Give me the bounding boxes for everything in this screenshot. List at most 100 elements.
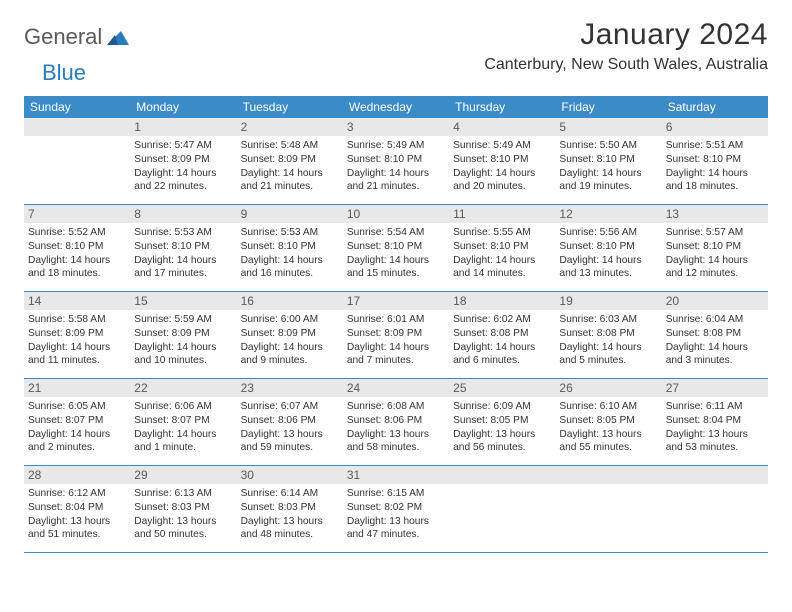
- calendar-day: 16Sunrise: 6:00 AMSunset: 8:09 PMDayligh…: [237, 292, 343, 378]
- calendar-week-row: 7 Sunrise: 5:52 AMSunset: 8:10 PMDaylight…: [24, 205, 768, 292]
- day-info: Sunrise: 5:48 AMSunset: 8:09 PMDaylight:…: [241, 139, 339, 194]
- calendar-day: 15Sunrise: 5:59 AMSunset: 8:09 PMDayligh…: [130, 292, 236, 378]
- day-number: 8: [130, 205, 236, 223]
- calendar-day: 25 Sunrise: 6:09 AMSunset: 8:05 PMDayligh…: [449, 379, 555, 465]
- calendar-day: 2Sunrise: 5:48 AMSunset: 8:09 PMDaylight…: [237, 118, 343, 204]
- calendar-day-empty: [24, 118, 130, 204]
- day-info: Sunrise: 5:47 AMSunset: 8:09 PMDaylight:…: [134, 139, 232, 194]
- weekday-header: Sunday: [24, 96, 130, 118]
- day-number: 3: [343, 118, 449, 136]
- month-title: January 2024: [484, 18, 768, 52]
- calendar-day: 5 Sunrise: 5:50 AMSunset: 8:10 PMDaylight…: [555, 118, 661, 204]
- calendar-week-row: 14 Sunrise: 5:58 AMSunset: 8:09 PMDayligh…: [24, 292, 768, 379]
- day-number: 12: [555, 205, 661, 223]
- calendar-day: 23 Sunrise: 6:07 AMSunset: 8:06 PMDayligh…: [237, 379, 343, 465]
- day-info: Sunrise: 6:05 AMSunset: 8:07 PMDaylight:…: [28, 400, 126, 455]
- calendar-day: 9Sunrise: 5:53 AMSunset: 8:10 PMDaylight…: [237, 205, 343, 291]
- day-info: Sunrise: 6:06 AMSunset: 8:07 PMDaylight:…: [134, 400, 232, 455]
- day-info: Sunrise: 6:14 AMSunset: 8:03 PMDaylight:…: [241, 487, 339, 542]
- day-number: 10: [343, 205, 449, 223]
- day-number: 18: [449, 292, 555, 310]
- weekday-header-row: SundayMondayTuesdayWednesdayThursdayFrid…: [24, 96, 768, 118]
- day-number: 19: [555, 292, 661, 310]
- weekday-header: Monday: [130, 96, 236, 118]
- day-number: 5: [555, 118, 661, 136]
- location-text: Canterbury, New South Wales, Australia: [484, 56, 768, 74]
- day-number: 26: [555, 379, 661, 397]
- calendar-day-empty: [555, 466, 661, 552]
- logo-text-blue: Blue: [42, 60, 86, 86]
- day-number: 1: [130, 118, 236, 136]
- calendar-day: 7 Sunrise: 5:52 AMSunset: 8:10 PMDaylight…: [24, 205, 130, 291]
- day-info: Sunrise: 5:53 AMSunset: 8:10 PMDaylight:…: [241, 226, 339, 281]
- day-info: Sunrise: 5:55 AMSunset: 8:10 PMDaylight:…: [453, 226, 551, 281]
- day-info: Sunrise: 5:52 AMSunset: 8:10 PMDaylight:…: [28, 226, 126, 281]
- day-number: 6: [662, 118, 768, 136]
- day-info: Sunrise: 5:59 AMSunset: 8:09 PMDaylight:…: [134, 313, 232, 368]
- calendar-day: 4Sunrise: 5:49 AMSunset: 8:10 PMDaylight…: [449, 118, 555, 204]
- logo-text-general: General: [24, 24, 102, 50]
- calendar-day: 21 Sunrise: 6:05 AMSunset: 8:07 PMDayligh…: [24, 379, 130, 465]
- day-number: 20: [662, 292, 768, 310]
- calendar-day: 29 Sunrise: 6:13 AMSunset: 8:03 PMDayligh…: [130, 466, 236, 552]
- day-number: 23: [237, 379, 343, 397]
- day-number: 27: [662, 379, 768, 397]
- day-number: 21: [24, 379, 130, 397]
- calendar-day: 28 Sunrise: 6:12 AMSunset: 8:04 PMDayligh…: [24, 466, 130, 552]
- day-number: 7: [24, 205, 130, 223]
- day-info: Sunrise: 6:12 AMSunset: 8:04 PMDaylight:…: [28, 487, 126, 542]
- calendar-day: 31 Sunrise: 6:15 AMSunset: 8:02 PMDayligh…: [343, 466, 449, 552]
- day-number: 29: [130, 466, 236, 484]
- day-info: Sunrise: 5:49 AMSunset: 8:10 PMDaylight:…: [453, 139, 551, 194]
- day-info: Sunrise: 5:51 AMSunset: 8:10 PMDaylight:…: [666, 139, 764, 194]
- day-info: Sunrise: 6:13 AMSunset: 8:03 PMDaylight:…: [134, 487, 232, 542]
- calendar: SundayMondayTuesdayWednesdayThursdayFrid…: [24, 96, 768, 553]
- logo: General: [24, 18, 131, 50]
- day-number: 30: [237, 466, 343, 484]
- calendar-week-row: 28 Sunrise: 6:12 AMSunset: 8:04 PMDayligh…: [24, 466, 768, 553]
- day-info: Sunrise: 6:00 AMSunset: 8:09 PMDaylight:…: [241, 313, 339, 368]
- day-info: Sunrise: 5:53 AMSunset: 8:10 PMDaylight:…: [134, 226, 232, 281]
- day-number: 13: [662, 205, 768, 223]
- calendar-day: 13 Sunrise: 5:57 AMSunset: 8:10 PMDayligh…: [662, 205, 768, 291]
- day-number: 25: [449, 379, 555, 397]
- day-info: Sunrise: 5:54 AMSunset: 8:10 PMDaylight:…: [347, 226, 445, 281]
- calendar-week-row: 21 Sunrise: 6:05 AMSunset: 8:07 PMDayligh…: [24, 379, 768, 466]
- day-info: Sunrise: 5:49 AMSunset: 8:10 PMDaylight:…: [347, 139, 445, 194]
- calendar-day: 20 Sunrise: 6:04 AMSunset: 8:08 PMDayligh…: [662, 292, 768, 378]
- day-number: 24: [343, 379, 449, 397]
- day-info: Sunrise: 6:04 AMSunset: 8:08 PMDaylight:…: [666, 313, 764, 368]
- day-info: Sunrise: 5:58 AMSunset: 8:09 PMDaylight:…: [28, 313, 126, 368]
- calendar-day: 22 Sunrise: 6:06 AMSunset: 8:07 PMDayligh…: [130, 379, 236, 465]
- day-info: Sunrise: 6:07 AMSunset: 8:06 PMDaylight:…: [241, 400, 339, 455]
- weekday-header: Saturday: [662, 96, 768, 118]
- calendar-day: 6 Sunrise: 5:51 AMSunset: 8:10 PMDaylight…: [662, 118, 768, 204]
- day-number: 31: [343, 466, 449, 484]
- calendar-day: 27 Sunrise: 6:11 AMSunset: 8:04 PMDayligh…: [662, 379, 768, 465]
- day-number: 28: [24, 466, 130, 484]
- day-info: Sunrise: 6:03 AMSunset: 8:08 PMDaylight:…: [559, 313, 657, 368]
- day-info: Sunrise: 6:01 AMSunset: 8:09 PMDaylight:…: [347, 313, 445, 368]
- day-info: Sunrise: 6:02 AMSunset: 8:08 PMDaylight:…: [453, 313, 551, 368]
- calendar-day: 24Sunrise: 6:08 AMSunset: 8:06 PMDayligh…: [343, 379, 449, 465]
- calendar-day: 11Sunrise: 5:55 AMSunset: 8:10 PMDayligh…: [449, 205, 555, 291]
- day-info: Sunrise: 6:15 AMSunset: 8:02 PMDaylight:…: [347, 487, 445, 542]
- title-block: January 2024 Canterbury, New South Wales…: [484, 18, 768, 74]
- day-number: 14: [24, 292, 130, 310]
- calendar-day: 17Sunrise: 6:01 AMSunset: 8:09 PMDayligh…: [343, 292, 449, 378]
- calendar-day: 19 Sunrise: 6:03 AMSunset: 8:08 PMDayligh…: [555, 292, 661, 378]
- logo-triangle-icon: [107, 31, 129, 45]
- day-info: Sunrise: 5:57 AMSunset: 8:10 PMDaylight:…: [666, 226, 764, 281]
- day-info: Sunrise: 5:50 AMSunset: 8:10 PMDaylight:…: [559, 139, 657, 194]
- day-number: 22: [130, 379, 236, 397]
- calendar-day: 1 Sunrise: 5:47 AMSunset: 8:09 PMDaylight…: [130, 118, 236, 204]
- calendar-day: 3 Sunrise: 5:49 AMSunset: 8:10 PMDaylight…: [343, 118, 449, 204]
- weekday-header: Thursday: [449, 96, 555, 118]
- day-info: Sunrise: 6:10 AMSunset: 8:05 PMDaylight:…: [559, 400, 657, 455]
- calendar-day: 18 Sunrise: 6:02 AMSunset: 8:08 PMDayligh…: [449, 292, 555, 378]
- calendar-week-row: 1 Sunrise: 5:47 AMSunset: 8:09 PMDaylight…: [24, 118, 768, 205]
- calendar-day: 10 Sunrise: 5:54 AMSunset: 8:10 PMDayligh…: [343, 205, 449, 291]
- day-info: Sunrise: 6:11 AMSunset: 8:04 PMDaylight:…: [666, 400, 764, 455]
- day-info: Sunrise: 6:09 AMSunset: 8:05 PMDaylight:…: [453, 400, 551, 455]
- day-info: Sunrise: 5:56 AMSunset: 8:10 PMDaylight:…: [559, 226, 657, 281]
